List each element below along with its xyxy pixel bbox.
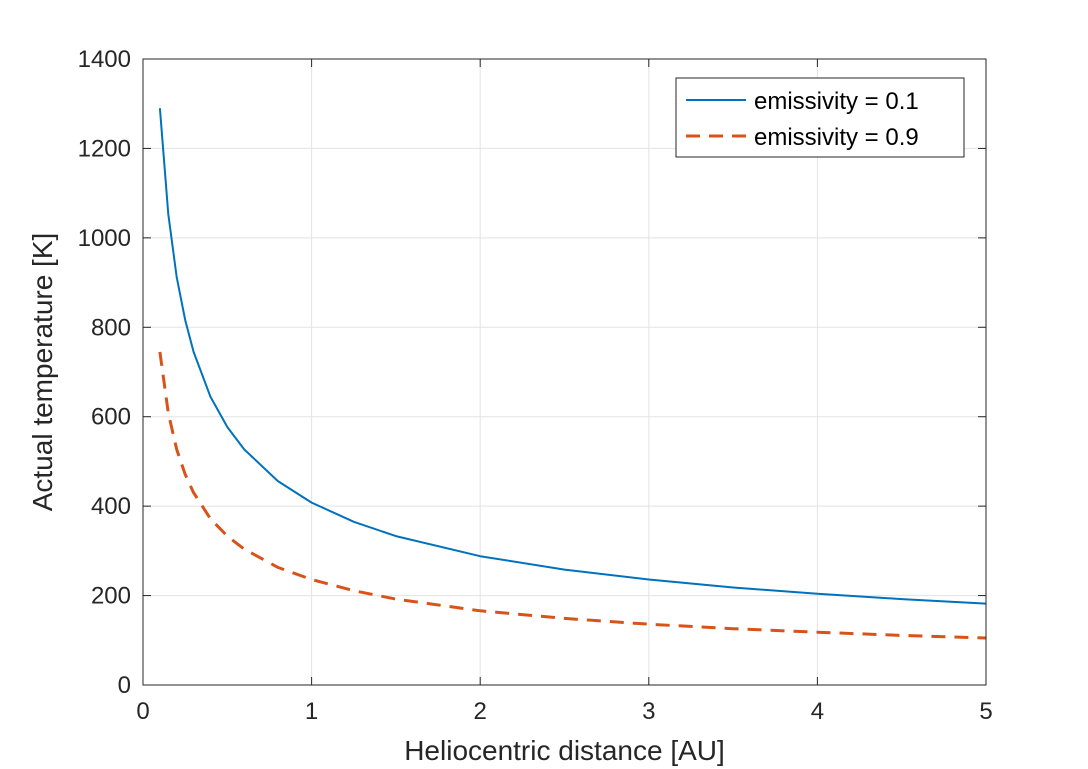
- x-tick-label: 5: [979, 698, 992, 725]
- x-tick-label: 0: [136, 698, 149, 725]
- x-tick-label: 1: [305, 698, 318, 725]
- x-tick-label: 3: [642, 698, 655, 725]
- y-tick-label: 1400: [78, 46, 131, 73]
- y-tick-label: 600: [91, 404, 131, 431]
- series-group: [158, 108, 987, 640]
- plot-background: [143, 59, 986, 685]
- legend-label-emissivity-0-9: emissivity = 0.9: [754, 124, 919, 151]
- y-axis-label: Actual temperature [K]: [27, 233, 58, 512]
- x-tick-label: 2: [474, 698, 487, 725]
- axis-ticks: 0 1 2 3 4 5 0 200 400 600 800 1000 1200 1400: [78, 46, 993, 725]
- legend: emissivity = 0.1 emissivity = 0.9: [675, 77, 965, 158]
- y-tick-label: 1200: [78, 135, 131, 162]
- series-line-0: [158, 108, 987, 605]
- legend-label-emissivity-0-1: emissivity = 0.1: [754, 88, 919, 115]
- x-axis-label: Heliocentric distance [AU]: [404, 735, 725, 766]
- y-tick-label: 0: [118, 672, 131, 699]
- y-tick-label: 1000: [78, 225, 131, 252]
- y-tick-label: 400: [91, 493, 131, 520]
- plot-frame: [142, 58, 987, 686]
- x-tick-label: 4: [811, 698, 824, 725]
- y-tick-label: 200: [91, 583, 131, 610]
- legend-box: [675, 77, 965, 158]
- y-tick-label: 800: [91, 314, 131, 341]
- series-line-1: [158, 351, 987, 640]
